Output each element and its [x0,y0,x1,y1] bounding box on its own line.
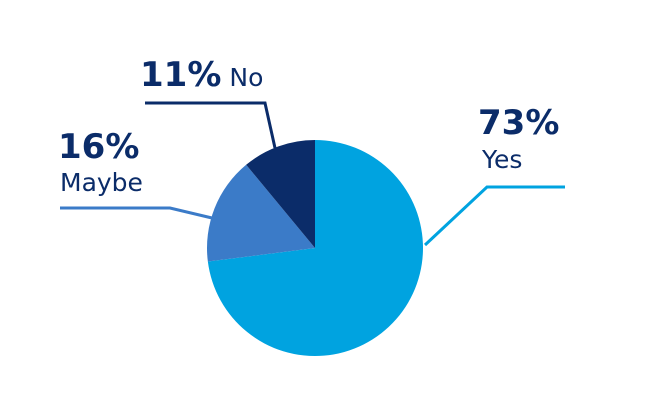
value-label: 16% [58,127,139,167]
pie-slice [206,164,315,262]
category-label: No [229,63,263,92]
leader-line [423,185,565,247]
leader-line [60,206,213,220]
category-label: Yes [481,145,522,174]
value-label: 73% [478,103,559,143]
pie-slice [207,140,424,356]
data-label: 11% No [140,55,263,95]
leader-line [145,101,277,149]
value-label: 11% [140,55,221,95]
pie-slice [246,140,315,248]
category-label: Maybe [60,168,143,197]
